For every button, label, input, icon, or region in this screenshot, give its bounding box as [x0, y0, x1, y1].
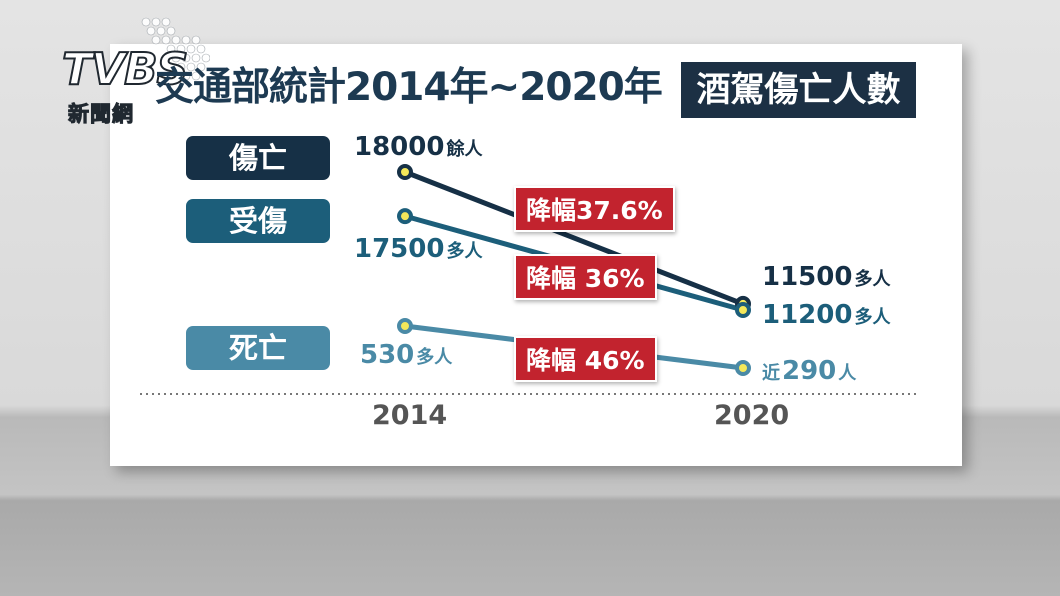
tvbs-logo: TVBS 新聞網 — [28, 14, 211, 127]
logo-brand: TVBS — [61, 43, 189, 96]
label-injured-2014: 17500 多人 — [354, 234, 483, 264]
series-line-casualties — [404, 169, 744, 307]
logo-subtitle: 新聞網 — [68, 102, 134, 127]
drop-badge-injured: 降幅 36% — [514, 254, 657, 300]
drop-badge-deaths: 降幅 46% — [514, 336, 657, 382]
point-injured-2020 — [735, 302, 751, 318]
legend-injured: 受傷 — [186, 199, 330, 243]
label-injured-2020: 11200 多人 — [762, 300, 891, 330]
title-highlight: 酒駕傷亡人數 — [681, 62, 916, 118]
page-title: 交通部統計2014年~2020年 — [155, 65, 663, 110]
point-deaths-2014 — [397, 318, 413, 334]
point-deaths-2020 — [735, 360, 751, 376]
label-deaths-2014: 530 多人 — [360, 340, 453, 370]
logo-dots-icon — [141, 17, 211, 81]
legend-deaths: 死亡 — [186, 326, 330, 370]
x-tick-2020: 2020 — [714, 400, 790, 431]
label-casualties-2014: 18000 餘人 — [354, 132, 483, 162]
legend-casualties: 傷亡 — [186, 136, 330, 180]
point-injured-2014 — [397, 208, 413, 225]
x-tick-2014: 2014 — [372, 400, 448, 431]
drop-badge-casualties: 降幅37.6% — [514, 186, 675, 232]
label-casualties-2020: 11500 多人 — [762, 262, 891, 292]
point-casualties-2014 — [397, 164, 413, 180]
label-deaths-2020: 近290 人 — [762, 356, 857, 386]
